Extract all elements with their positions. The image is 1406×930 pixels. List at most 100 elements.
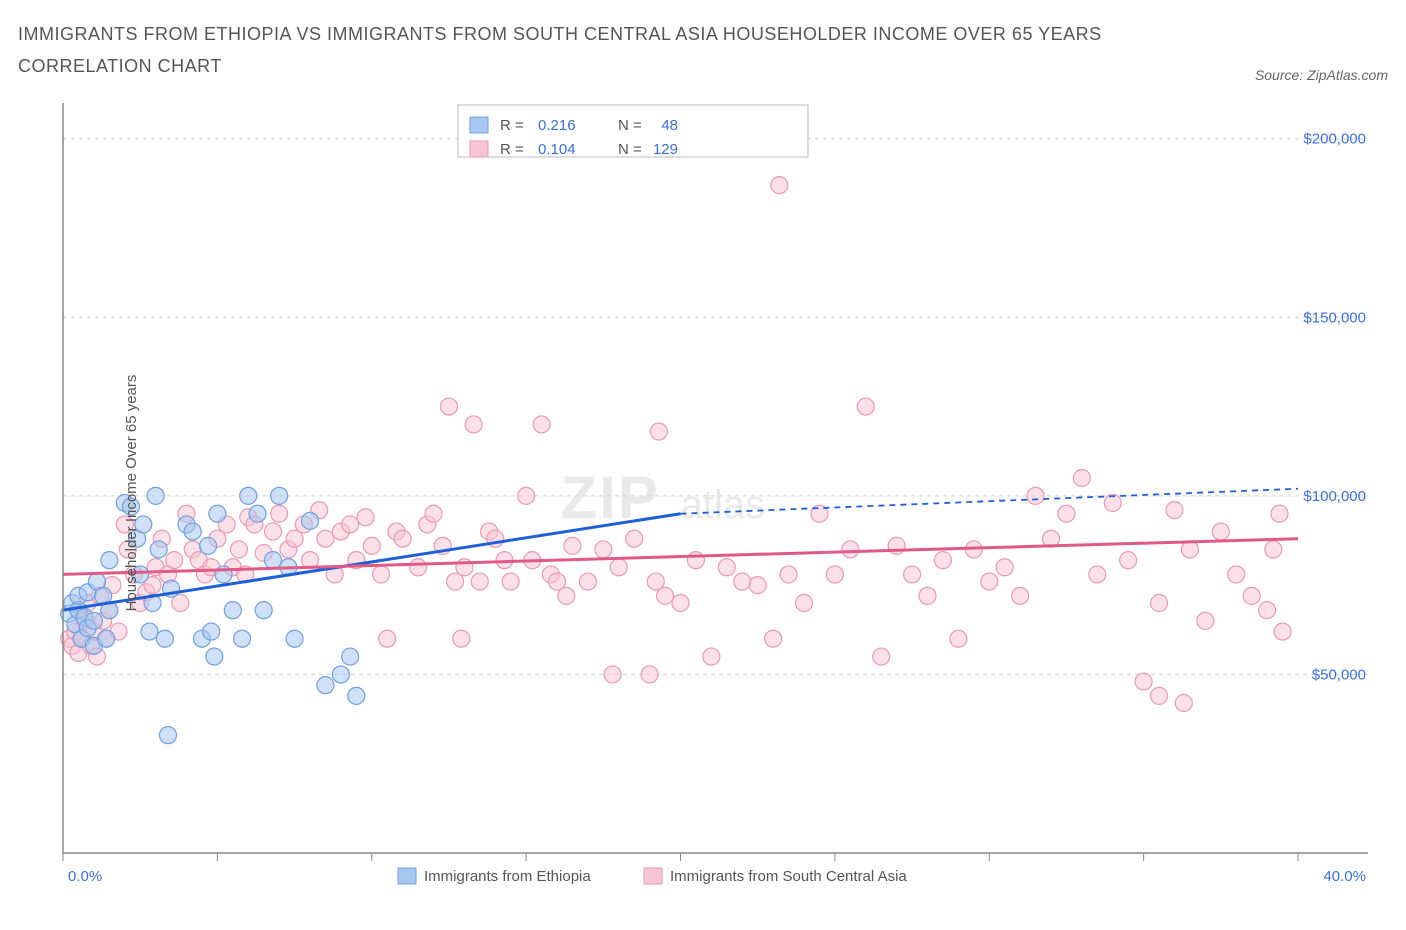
chart-title-line1: IMMIGRANTS FROM ETHIOPIA VS IMMIGRANTS F… — [18, 18, 1102, 50]
data-point — [184, 523, 201, 540]
chart-title-line2: CORRELATION CHART — [18, 50, 1102, 82]
data-point — [203, 623, 220, 640]
legend-r-label: R = — [500, 141, 524, 158]
data-point — [604, 666, 621, 683]
data-point — [271, 505, 288, 522]
data-point — [230, 541, 247, 558]
legend-r-value: 0.104 — [538, 141, 576, 158]
data-point — [1243, 587, 1260, 604]
data-point — [919, 587, 936, 604]
data-point — [249, 505, 266, 522]
data-point — [150, 541, 167, 558]
source-label: Source: ZipAtlas.com — [1255, 67, 1388, 83]
data-point — [641, 666, 658, 683]
data-point — [156, 630, 173, 647]
data-point — [518, 487, 535, 504]
data-point — [842, 541, 859, 558]
data-point — [141, 623, 158, 640]
x-tick-label: 40.0% — [1323, 868, 1366, 885]
data-point — [363, 537, 380, 554]
data-point — [159, 726, 176, 743]
y-tick-label: $200,000 — [1303, 130, 1366, 147]
legend-r-value: 0.216 — [538, 117, 576, 134]
data-point — [1259, 601, 1276, 618]
data-point — [1058, 505, 1075, 522]
data-point — [996, 559, 1013, 576]
y-tick-label: $150,000 — [1303, 309, 1366, 326]
data-point — [209, 505, 226, 522]
data-point — [650, 423, 667, 440]
data-point — [394, 530, 411, 547]
data-point — [1151, 594, 1168, 611]
data-point — [771, 176, 788, 193]
legend-swatch — [470, 117, 488, 133]
data-point — [440, 398, 457, 415]
x-tick-label: 0.0% — [68, 868, 102, 885]
data-point — [98, 630, 115, 647]
data-point — [765, 630, 782, 647]
legend-swatch — [470, 141, 488, 157]
data-point — [465, 416, 482, 433]
watermark: ZIP — [561, 464, 660, 531]
legend-n-value: 129 — [653, 141, 678, 158]
data-point — [332, 666, 349, 683]
data-point — [904, 566, 921, 583]
watermark: atlas — [681, 483, 766, 527]
data-point — [147, 487, 164, 504]
data-point — [379, 630, 396, 647]
data-point — [687, 551, 704, 568]
data-point — [342, 648, 359, 665]
data-point — [672, 594, 689, 611]
data-point — [357, 509, 374, 526]
data-point — [240, 487, 257, 504]
data-point — [373, 566, 390, 583]
data-point — [796, 594, 813, 611]
data-point — [264, 551, 281, 568]
data-point — [166, 551, 183, 568]
data-point — [950, 630, 967, 647]
data-point — [342, 516, 359, 533]
data-point — [1274, 623, 1291, 640]
data-point — [200, 537, 217, 554]
y-axis-label: Householder Income Over 65 years — [123, 374, 140, 611]
data-point — [873, 648, 890, 665]
data-point — [271, 487, 288, 504]
data-point — [206, 648, 223, 665]
trend-line — [63, 538, 1298, 574]
data-point — [857, 398, 874, 415]
data-point — [1027, 487, 1044, 504]
data-point — [1271, 505, 1288, 522]
legend-n-label: N = — [618, 141, 642, 158]
legend-r-label: R = — [500, 117, 524, 134]
data-point — [1135, 673, 1152, 690]
data-point — [981, 573, 998, 590]
data-point — [317, 676, 334, 693]
legend-n-value: 48 — [661, 117, 678, 134]
legend-swatch — [398, 868, 416, 884]
data-point — [224, 601, 241, 618]
data-point — [610, 559, 627, 576]
data-point — [348, 687, 365, 704]
data-point — [1228, 566, 1245, 583]
data-point — [1212, 523, 1229, 540]
data-point — [1166, 501, 1183, 518]
data-point — [1120, 551, 1137, 568]
data-point — [1073, 469, 1090, 486]
y-tick-label: $50,000 — [1312, 666, 1366, 683]
data-point — [264, 523, 281, 540]
data-point — [453, 630, 470, 647]
data-point — [85, 612, 102, 629]
data-point — [101, 551, 118, 568]
data-point — [533, 416, 550, 433]
data-point — [1175, 694, 1192, 711]
data-point — [317, 530, 334, 547]
data-point — [1265, 541, 1282, 558]
trend-line-ext — [681, 488, 1299, 513]
data-point — [234, 630, 251, 647]
data-point — [826, 566, 843, 583]
data-point — [780, 566, 797, 583]
data-point — [502, 573, 519, 590]
data-point — [255, 601, 272, 618]
data-point — [934, 551, 951, 568]
data-point — [286, 630, 303, 647]
